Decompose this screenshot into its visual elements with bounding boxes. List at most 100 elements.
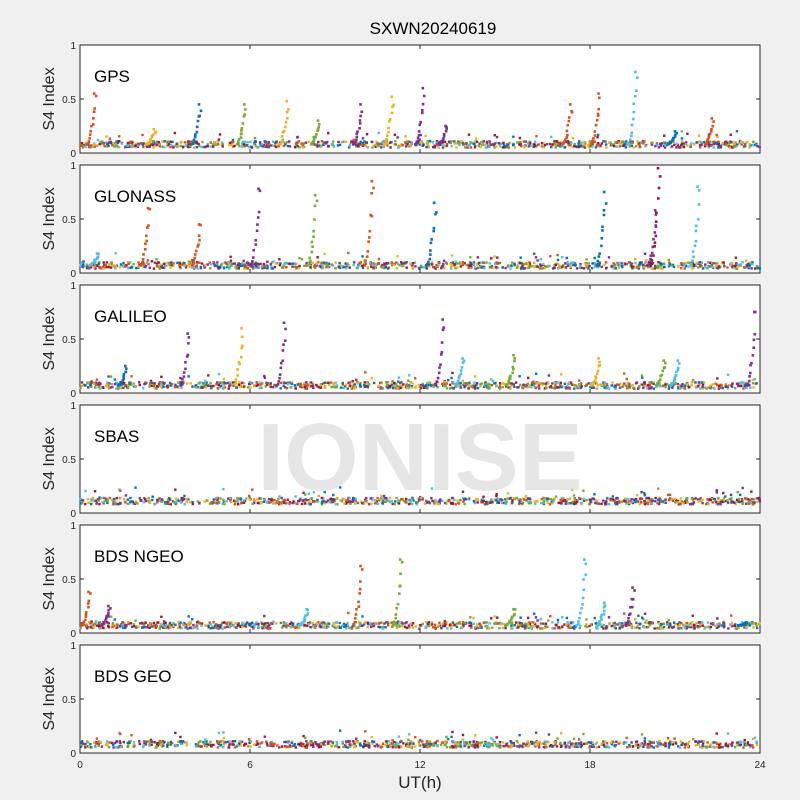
data-point xyxy=(698,144,702,147)
data-point xyxy=(164,264,168,267)
data-point xyxy=(200,384,203,388)
data-point xyxy=(147,224,150,227)
data-point xyxy=(207,374,210,377)
data-point xyxy=(279,381,283,385)
data-point xyxy=(309,625,312,629)
data-point xyxy=(364,371,367,374)
data-point xyxy=(461,490,465,493)
data-point xyxy=(539,627,542,630)
data-point xyxy=(627,497,630,501)
data-point xyxy=(528,261,531,264)
data-point xyxy=(445,387,449,390)
data-point xyxy=(521,386,524,389)
data-point xyxy=(572,263,575,267)
data-point xyxy=(509,267,512,270)
data-point xyxy=(266,264,269,268)
data-point xyxy=(567,623,571,626)
peak-0 xyxy=(116,364,128,387)
data-point xyxy=(470,264,473,267)
data-point xyxy=(617,383,620,387)
data-point xyxy=(296,136,299,139)
data-point xyxy=(229,497,232,500)
data-point xyxy=(262,622,266,626)
data-point xyxy=(208,267,212,270)
data-point xyxy=(377,144,381,148)
data-point xyxy=(464,142,467,146)
data-point xyxy=(437,502,440,506)
data-point xyxy=(694,497,697,500)
data-point xyxy=(524,140,528,143)
data-point xyxy=(602,213,606,217)
data-point xyxy=(300,502,304,506)
data-point xyxy=(682,502,685,505)
data-point xyxy=(236,624,240,627)
data-point xyxy=(438,621,441,624)
data-point xyxy=(438,624,442,627)
data-point xyxy=(240,346,244,350)
data-point xyxy=(312,500,315,504)
y-tick-label: 1 xyxy=(70,281,76,292)
data-point xyxy=(621,265,624,269)
data-point xyxy=(709,129,713,133)
data-point xyxy=(617,499,621,503)
data-point xyxy=(640,383,643,386)
data-point xyxy=(513,146,517,149)
data-point xyxy=(185,497,188,501)
data-point xyxy=(376,142,379,146)
data-point xyxy=(695,261,699,265)
data-point xyxy=(278,258,281,261)
data-point xyxy=(609,497,613,501)
data-point xyxy=(401,264,404,267)
data-point xyxy=(540,497,544,501)
data-point xyxy=(595,144,599,147)
data-point xyxy=(217,267,220,270)
data-point xyxy=(530,386,533,389)
data-point xyxy=(658,498,661,502)
data-point xyxy=(179,500,182,503)
data-point xyxy=(427,143,430,147)
data-point xyxy=(361,255,364,258)
data-point xyxy=(142,500,145,504)
data-point xyxy=(274,262,278,265)
data-point xyxy=(166,144,169,147)
data-point xyxy=(689,145,693,148)
data-point xyxy=(514,621,518,624)
data-point xyxy=(629,500,632,503)
data-point xyxy=(756,145,759,148)
data-point xyxy=(214,143,217,146)
data-point xyxy=(708,144,711,147)
data-point xyxy=(130,500,134,503)
data-point xyxy=(358,261,361,265)
data-point xyxy=(724,383,728,386)
data-point xyxy=(302,146,305,149)
data-point xyxy=(343,265,346,269)
data-point xyxy=(147,496,150,500)
data-point xyxy=(113,145,117,148)
data-point xyxy=(121,624,125,628)
data-point xyxy=(118,265,122,269)
data-point xyxy=(102,496,106,500)
data-point xyxy=(462,625,465,628)
data-point xyxy=(127,262,130,266)
data-point xyxy=(606,385,609,389)
data-point xyxy=(470,266,473,269)
data-point xyxy=(713,387,716,390)
data-point xyxy=(112,497,116,501)
data-point xyxy=(124,367,128,370)
data-point xyxy=(418,143,421,146)
data-point xyxy=(484,146,488,149)
data-point xyxy=(95,624,99,627)
data-point xyxy=(557,143,560,146)
data-point xyxy=(332,622,335,625)
data-point xyxy=(464,146,467,149)
data-point xyxy=(146,141,150,145)
data-point xyxy=(105,261,109,264)
data-point xyxy=(256,262,260,266)
data-point xyxy=(439,363,442,366)
data-point xyxy=(598,96,601,100)
data-point xyxy=(397,387,401,390)
data-point xyxy=(539,257,543,261)
data-point xyxy=(630,123,634,127)
data-point xyxy=(567,116,571,119)
data-point xyxy=(367,622,370,626)
